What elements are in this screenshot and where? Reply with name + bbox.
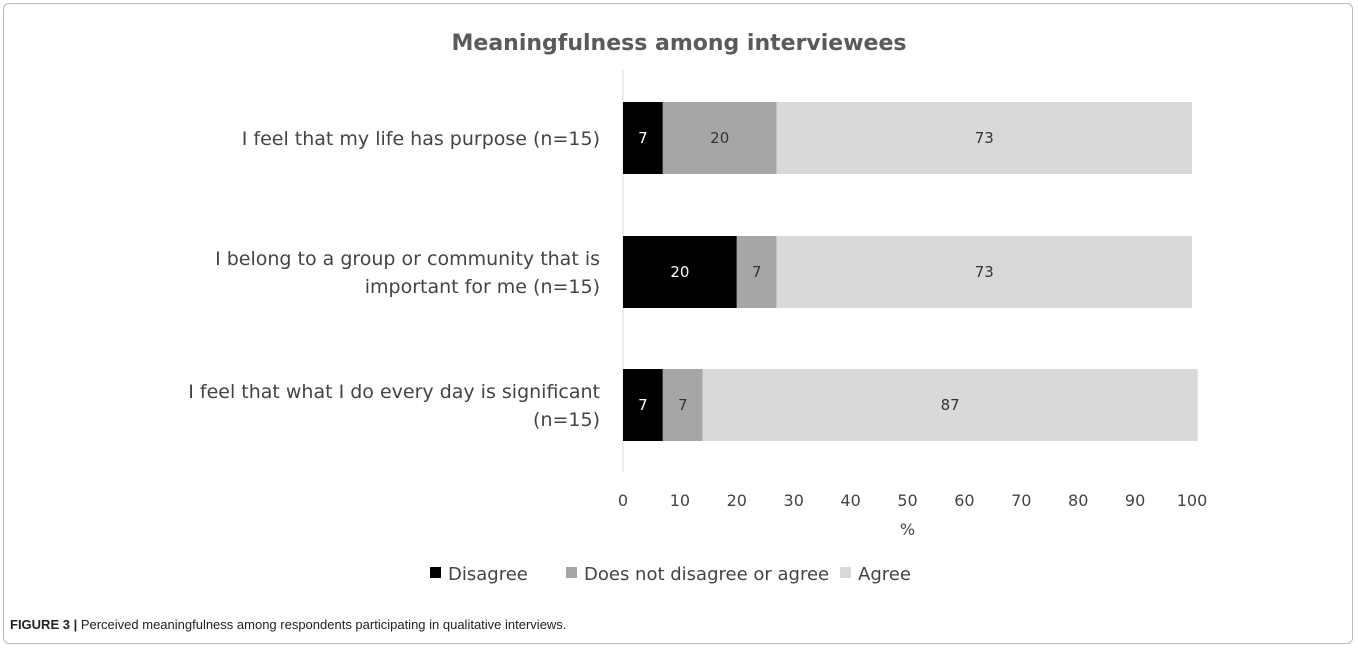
bar-segment xyxy=(623,236,737,308)
x-tick-label: 30 xyxy=(784,491,804,510)
bar-segment xyxy=(623,102,663,174)
bar-segment xyxy=(736,236,777,308)
data-label: 7 xyxy=(638,129,648,147)
data-label: 7 xyxy=(752,263,762,281)
data-label: 87 xyxy=(941,396,960,414)
figure-caption: FIGURE 3 | Perceived meaningfulness amon… xyxy=(10,617,566,632)
data-label: 73 xyxy=(975,263,994,281)
legend-swatch xyxy=(566,567,577,578)
x-tick-label: 100 xyxy=(1177,491,1208,510)
category-label: I belong to a group or community that is xyxy=(215,248,600,270)
x-tick-label: 40 xyxy=(840,491,860,510)
data-label: 7 xyxy=(678,396,688,414)
x-tick-label: 80 xyxy=(1068,491,1088,510)
legend-label: Disagree xyxy=(448,564,528,585)
x-tick-label: 20 xyxy=(727,491,747,510)
x-tick-label: 50 xyxy=(897,491,917,510)
bar-segment xyxy=(662,102,777,174)
bar-segment xyxy=(623,369,663,441)
x-tick-label: 70 xyxy=(1011,491,1031,510)
caption-label: FIGURE 3 | xyxy=(10,617,78,632)
data-label: 20 xyxy=(670,263,689,281)
x-tick-label: 60 xyxy=(954,491,974,510)
data-label: 20 xyxy=(710,129,729,147)
x-tick-label: 90 xyxy=(1125,491,1145,510)
x-tick-label: 10 xyxy=(670,491,690,510)
chart-title: Meaningfulness among interviewees xyxy=(452,31,907,56)
data-label: 73 xyxy=(975,129,994,147)
legend-swatch xyxy=(430,567,441,578)
category-label: important for me (n=15) xyxy=(365,276,600,298)
legend-swatch xyxy=(840,567,851,578)
x-axis-label: % xyxy=(900,520,915,539)
caption-text: Perceived meaningfulness among responden… xyxy=(77,617,567,632)
stacked-bar-chart: Meaningfulness among interviewees I feel … xyxy=(188,31,1208,585)
category-label: (n=15) xyxy=(533,409,600,431)
category-label: I feel that what I do every day is signi… xyxy=(188,381,600,403)
bar-segment xyxy=(702,369,1198,441)
legend-label: Agree xyxy=(858,564,911,585)
bar-segment xyxy=(662,369,703,441)
data-label: 7 xyxy=(638,396,648,414)
bar-segment xyxy=(776,236,1192,308)
bar-segment xyxy=(776,102,1192,174)
legend-label: Does not disagree or agree xyxy=(584,564,829,585)
category-label: I feel that my life has purpose (n=15) xyxy=(242,128,600,150)
x-tick-label: 0 xyxy=(618,491,628,510)
